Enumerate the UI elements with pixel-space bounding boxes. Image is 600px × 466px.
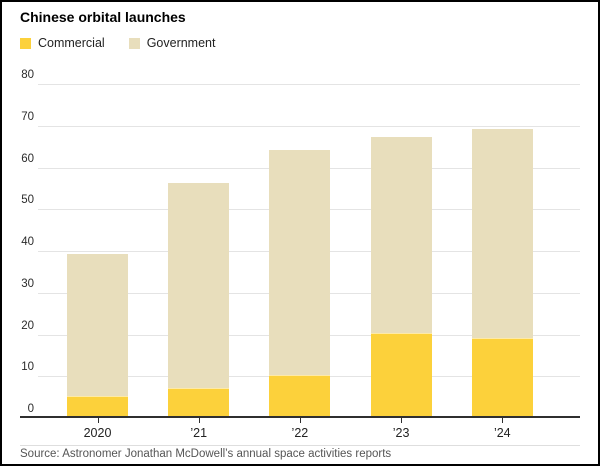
legend-swatch-government [128, 37, 140, 49]
legend-label: Commercial [38, 36, 105, 50]
legend-swatch-commercial [20, 37, 31, 49]
gridline [38, 84, 580, 85]
x-axis-label: ’21 [190, 426, 208, 440]
x-axis-label: ’22 [291, 426, 309, 440]
y-axis-label: 70 [21, 110, 34, 123]
x-axis-tick [198, 418, 200, 423]
bar-segment-government [370, 137, 432, 334]
bar-segment-government [471, 128, 533, 338]
bar-segment-commercial [269, 375, 331, 417]
legend-item-government: Government [128, 36, 216, 50]
x-axis-tick [97, 418, 99, 423]
bar-segment-commercial [471, 337, 533, 417]
bar-segment-commercial [168, 387, 230, 417]
y-axis-label: 80 [21, 69, 34, 81]
x-axis-label: 2020 [83, 426, 112, 440]
x-axis-line [20, 416, 580, 418]
y-axis-label: 50 [21, 194, 34, 207]
bar-segment-commercial [67, 396, 128, 417]
bar-21 [168, 183, 230, 417]
legend-item-commercial: Commercial [20, 36, 105, 50]
x-axis-tick [502, 418, 504, 423]
y-axis-label: 0 [27, 403, 34, 415]
chart-title: Chinese orbital launches [20, 9, 186, 25]
y-axis-label: 20 [21, 319, 34, 332]
x-axis-label: ’24 [493, 426, 511, 440]
bar-2020 [67, 254, 128, 417]
bar-segment-government [168, 183, 230, 388]
x-axis-label: ’23 [392, 426, 410, 440]
bar-segment-government [269, 149, 331, 376]
y-axis-label: 60 [21, 152, 34, 165]
bar-segment-government [67, 254, 128, 397]
x-axis-tick [299, 418, 301, 423]
x-axis-tick [401, 418, 403, 423]
bar-segment-commercial [370, 333, 432, 417]
bar-24 [471, 128, 533, 417]
bar-23 [370, 137, 432, 417]
y-axis-label: 40 [21, 236, 34, 248]
y-axis-label: 10 [21, 361, 34, 374]
gridline [38, 125, 580, 127]
y-axis-label: 30 [21, 277, 34, 290]
bar-22 [269, 149, 331, 417]
footer-divider [20, 445, 580, 446]
legend-label: Government [146, 36, 216, 50]
source-note: Source: Astronomer Jonathan McDowell’s a… [20, 448, 392, 460]
legend: Commercial Government [20, 36, 215, 50]
